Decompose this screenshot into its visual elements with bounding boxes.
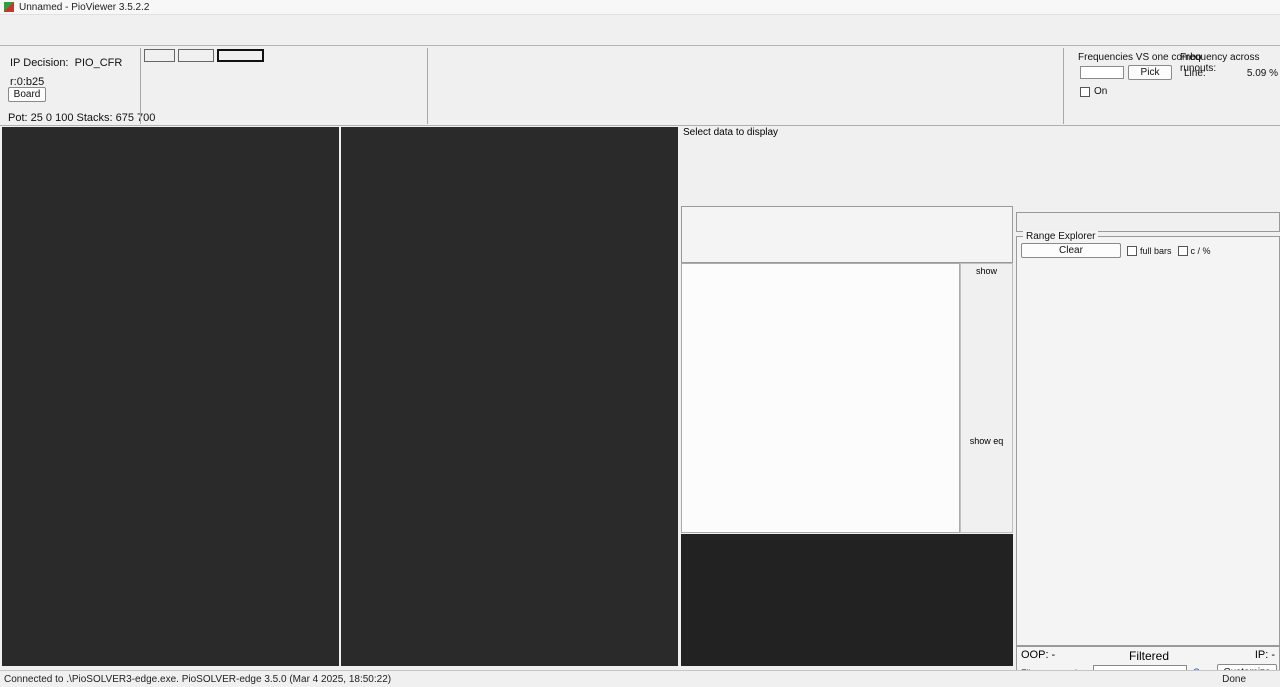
freq-vs-combo-label: Frequencies VS one combo (1078, 52, 1202, 63)
frequencies-panel: Frequencies VS one combo Pick On Frequen… (1066, 46, 1280, 126)
full-bars-checkbox[interactable] (1127, 245, 1137, 256)
status-bar: Connected to .\PioSOLVER3-edge.exe. PioS… (0, 670, 1280, 687)
status-done: Done (1222, 673, 1246, 685)
on-label: On (1094, 86, 1108, 97)
node-id: r:0:b25 (10, 76, 45, 88)
tree-node-raise125-selected[interactable] (217, 49, 264, 62)
status-text: Connected to .\PioSOLVER3-edge.exe. PioS… (4, 673, 392, 685)
c-pct-checkbox[interactable] (1177, 245, 1188, 256)
line-label: Line: (1184, 68, 1206, 79)
strategy-matrix-left[interactable] (2, 127, 339, 666)
window-title: Unnamed - PioViewer 3.5.2.2 (19, 1, 150, 13)
display-options-panel (681, 206, 1013, 263)
frequency-bar (1016, 212, 1280, 232)
board-button[interactable]: Board (8, 87, 46, 102)
equity-graph-svg (682, 264, 959, 532)
range-explorer: Range Explorer Clear full bars c / % (1016, 231, 1280, 646)
title-bar: Unnamed - PioViewer 3.5.2.2 (0, 0, 1280, 15)
pot-stacks: Pot: 25 0 100 Stacks: 675 700 (8, 112, 156, 124)
select-data-title: Select data to display (683, 127, 779, 138)
tree-node-root[interactable] (144, 49, 175, 62)
range-explorer-title: Range Explorer (1023, 231, 1099, 242)
graph-show-panel: show show eq (960, 263, 1013, 533)
freq-across-title: Frequency across runouts: (1180, 52, 1260, 74)
combo-input[interactable] (1080, 66, 1124, 79)
full-bars-label: full bars (1140, 245, 1172, 256)
equity-graph (681, 263, 960, 533)
tree-node-bet25[interactable] (178, 49, 214, 62)
ip-decision-label: IP Decision: PIO_CFR (10, 57, 123, 69)
filtered-title: Filtered (1128, 649, 1169, 663)
on-checkbox[interactable] (1080, 86, 1090, 97)
app-icon (4, 2, 14, 12)
ip-decision-value: PIO_CFR (74, 57, 123, 69)
menu-bar (0, 15, 1280, 31)
filtered-ip: IP: - (1254, 649, 1275, 661)
filtered-oop: OOP: - (1021, 649, 1056, 661)
show-eq-title: show eq (969, 436, 1004, 446)
select-data-panel: Select data to display (681, 127, 1013, 206)
tab-bar (0, 31, 1280, 46)
info-strip: IP Decision: PIO_CFR r:0:b25 Board Pot: … (0, 46, 1280, 126)
c-pct-label: c / % (1190, 245, 1211, 256)
strategy-matrix-right[interactable] (341, 127, 678, 666)
pick-button[interactable]: Pick (1128, 65, 1172, 80)
line-value: 5.09 % (1246, 68, 1278, 79)
combo-detail-panel (681, 534, 1013, 666)
clear-button[interactable]: Clear (1021, 243, 1121, 258)
show-title: show (975, 266, 997, 276)
